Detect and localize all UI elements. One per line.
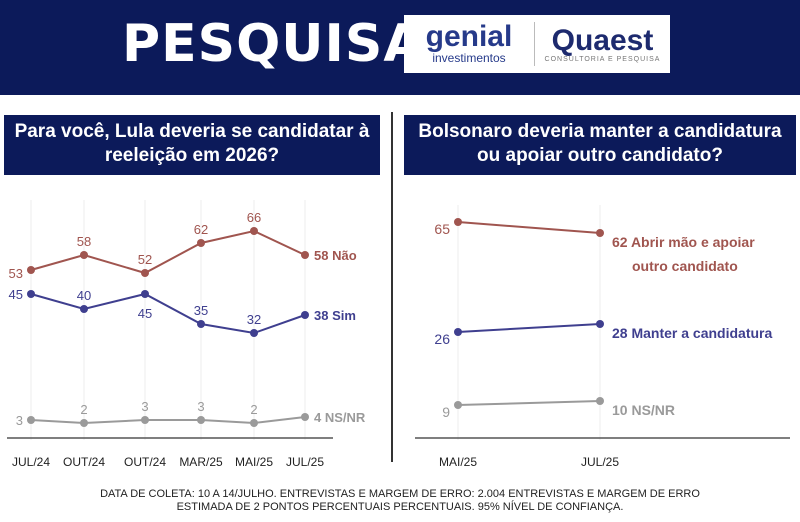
footer-line-2: ESTIMADA DE 2 PONTOS PERCENTUAIS PERCENT… xyxy=(176,501,624,513)
genial-logo: genial investimentos xyxy=(404,20,534,66)
data-point xyxy=(80,419,88,427)
data-point xyxy=(301,311,309,319)
data-point xyxy=(596,229,604,237)
sponsor-logos: genial investimentos Quaest CONSULTORIA … xyxy=(404,15,670,73)
series-end-label: 10 NS/NR xyxy=(612,402,675,418)
series-end-label: outro candidato xyxy=(632,258,738,274)
data-point xyxy=(197,239,205,247)
series-line-Não xyxy=(30,229,306,275)
data-label: 65 xyxy=(434,221,450,237)
data-point xyxy=(596,320,604,328)
data-label: 26 xyxy=(434,331,450,347)
data-label: 52 xyxy=(138,252,152,267)
x-tick-label: MAR/25 xyxy=(179,455,223,469)
data-label: 58 xyxy=(77,234,91,249)
panel-divider xyxy=(391,112,393,462)
data-point xyxy=(80,251,88,259)
x-tick-label: MAI/25 xyxy=(439,455,477,469)
series-end-label: 38 Sim xyxy=(314,308,356,323)
logo-divider xyxy=(534,22,535,66)
header-banner: PESQUISA genial investimentos Quaest CON… xyxy=(0,0,800,95)
data-label: 9 xyxy=(442,404,450,420)
series-line-Sim xyxy=(30,292,306,335)
data-point xyxy=(454,401,462,409)
data-label: 62 xyxy=(194,222,208,237)
page-title: PESQUISA xyxy=(122,14,425,74)
x-tick-label: OUT/24 xyxy=(124,455,166,469)
data-label: 53 xyxy=(9,266,23,281)
genial-logo-text: genial xyxy=(425,20,513,53)
data-point xyxy=(250,419,258,427)
quaest-logo-text: Quaest xyxy=(551,23,654,57)
right-chart-title: Bolsonaro deveria manter a candidatura o… xyxy=(404,115,796,175)
x-tick-label: JUL/24 xyxy=(12,455,50,469)
data-point xyxy=(454,328,462,336)
quaest-logo-sub: CONSULTORIA E PESQUISA xyxy=(544,55,661,63)
data-label: 2 xyxy=(250,402,257,417)
series-line-NS/NR xyxy=(30,416,306,425)
data-label: 35 xyxy=(194,303,208,318)
data-point xyxy=(80,305,88,313)
series-line xyxy=(457,221,601,234)
series-end-label: 58 Não xyxy=(314,248,357,263)
data-point xyxy=(250,329,258,337)
data-label: 3 xyxy=(141,399,148,414)
series-line xyxy=(457,323,601,333)
data-point xyxy=(250,227,258,235)
genial-logo-sub: investimentos xyxy=(432,51,506,65)
x-tick-label: MAI/25 xyxy=(235,455,273,469)
data-point xyxy=(454,218,462,226)
data-label: 45 xyxy=(9,287,23,302)
data-label: 32 xyxy=(247,312,261,327)
data-label: 66 xyxy=(247,210,261,225)
data-point xyxy=(141,416,149,424)
data-point xyxy=(27,266,35,274)
data-point xyxy=(141,290,149,298)
data-label: 45 xyxy=(138,306,152,321)
data-point xyxy=(301,413,309,421)
data-label: 40 xyxy=(77,288,91,303)
data-label: 3 xyxy=(16,413,23,428)
quaest-logo: Quaest CONSULTORIA E PESQUISA xyxy=(535,23,670,63)
data-point xyxy=(301,251,309,259)
data-point xyxy=(197,320,205,328)
series-end-label: 4 NS/NR xyxy=(314,410,366,425)
data-point xyxy=(141,269,149,277)
data-point xyxy=(596,397,604,405)
footer-note: DATA DE COLETA: 10 A 14/JULHO. ENTREVIST… xyxy=(0,488,800,514)
x-tick-label: JUL/25 xyxy=(581,455,619,469)
data-point xyxy=(27,416,35,424)
data-point xyxy=(27,290,35,298)
data-label: 2 xyxy=(80,402,87,417)
data-point xyxy=(197,416,205,424)
x-tick-label: JUL/25 xyxy=(286,455,324,469)
x-tick-label: OUT/24 xyxy=(63,455,105,469)
data-label: 3 xyxy=(197,399,204,414)
series-end-label: 28 Manter a candidatura xyxy=(612,325,772,341)
footer-line-1: DATA DE COLETA: 10 A 14/JULHO. ENTREVIST… xyxy=(100,488,700,500)
left-chart-title: Para você, Lula deveria se candidatar à … xyxy=(4,115,380,175)
series-end-label: 62 Abrir mão e apoiar xyxy=(612,234,755,250)
series-line xyxy=(457,400,601,406)
